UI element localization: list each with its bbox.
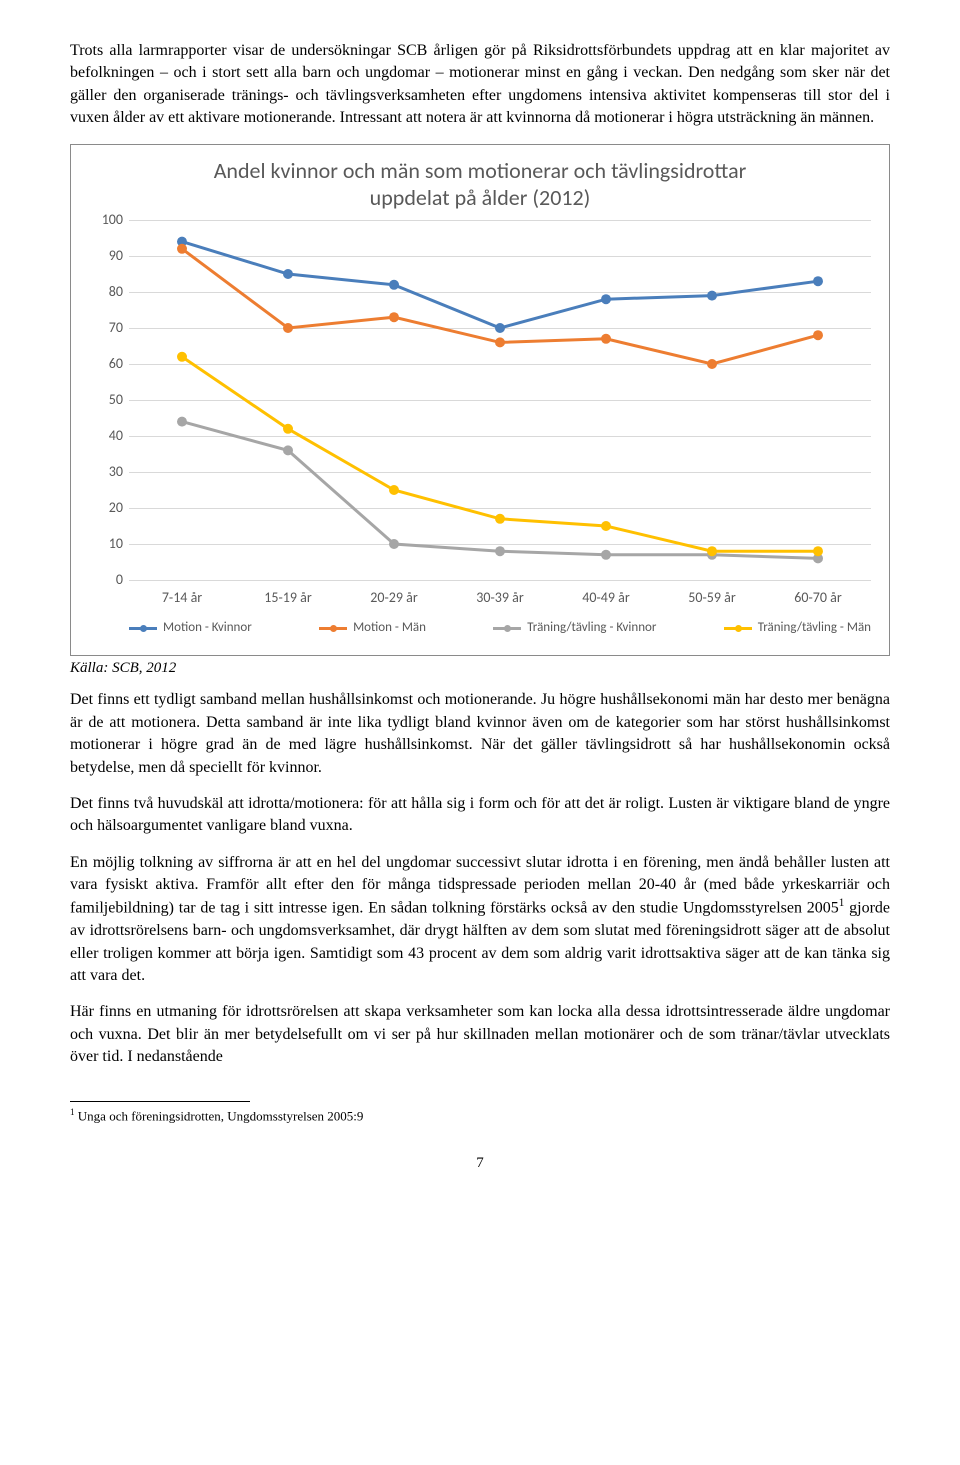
chart-series-marker [707, 290, 717, 300]
chart-series-marker [177, 243, 187, 253]
chart-series-marker [813, 546, 823, 556]
chart-svg [129, 220, 871, 580]
chart-legend-label: Träning/tävling - Män [758, 619, 871, 637]
chart-ytick-label: 90 [91, 246, 123, 266]
chart-legend-label: Träning/tävling - Kvinnor [527, 619, 656, 637]
chart-series-marker [813, 330, 823, 340]
paragraph-2: Det finns ett tydligt samband mellan hus… [70, 689, 890, 779]
footnote-separator [70, 1101, 250, 1102]
paragraph-5: Här finns en utmaning för idrottsrörelse… [70, 1001, 890, 1068]
chart-series-marker [601, 549, 611, 559]
chart-legend-swatch [724, 623, 752, 633]
chart-series-marker [283, 323, 293, 333]
chart-legend-item: Motion - Kvinnor [129, 619, 252, 637]
chart-series-line [182, 421, 818, 558]
chart-series-line [182, 241, 818, 327]
chart-ytick-label: 80 [91, 282, 123, 302]
chart-legend-label: Motion - Kvinnor [163, 619, 252, 637]
page-number: 7 [70, 1153, 890, 1174]
chart-series-marker [389, 539, 399, 549]
chart-series-marker [283, 423, 293, 433]
chart-series-marker [707, 546, 717, 556]
chart-series-marker [283, 269, 293, 279]
chart-ytick-label: 50 [91, 390, 123, 410]
chart-xtick-label: 7-14 år [129, 588, 235, 608]
chart-series-marker [177, 351, 187, 361]
chart-gridline [129, 580, 871, 581]
chart-title: Andel kvinnor och män som motionerar och… [89, 157, 871, 212]
chart-title-line2: uppdelat på ålder (2012) [370, 184, 591, 211]
chart-ytick-label: 10 [91, 534, 123, 554]
chart-ytick-label: 70 [91, 318, 123, 338]
chart-xtick-label: 15-19 år [235, 588, 341, 608]
chart-legend: Motion - Kvinnor Motion - Män Träning/tävl… [129, 619, 871, 637]
paragraph-4a: En möjlig tolkning av siffrorna är att e… [70, 854, 890, 917]
chart-series-marker [389, 485, 399, 495]
chart-series-marker [389, 279, 399, 289]
paragraph-4: En möjlig tolkning av siffrorna är att e… [70, 852, 890, 988]
footnote-1: 1 Unga och föreningsidrotten, Ungdomssty… [70, 1106, 890, 1126]
chart-series-marker [495, 546, 505, 556]
chart-legend-item: Träning/tävling - Kvinnor [493, 619, 656, 637]
chart-ytick-label: 20 [91, 498, 123, 518]
chart-series-marker [495, 513, 505, 523]
chart-ytick-label: 0 [91, 570, 123, 590]
chart-legend-swatch [129, 623, 157, 633]
paragraph-3: Det finns två huvudskäl att idrotta/moti… [70, 793, 890, 838]
chart-legend-swatch [493, 623, 521, 633]
chart-series-marker [601, 521, 611, 531]
chart-xtick-label: 50-59 år [659, 588, 765, 608]
chart-series-marker [601, 294, 611, 304]
chart-series-marker [601, 333, 611, 343]
chart-source: Källa: SCB, 2012 [70, 658, 890, 679]
chart-series-marker [389, 312, 399, 322]
chart-ytick-label: 30 [91, 462, 123, 482]
chart-xtick-label: 30-39 år [447, 588, 553, 608]
chart-series-marker [707, 359, 717, 369]
chart-series-marker [495, 323, 505, 333]
chart-ytick-label: 40 [91, 426, 123, 446]
chart-series-marker [813, 276, 823, 286]
chart-xtick-label: 20-29 år [341, 588, 447, 608]
chart-series-marker [283, 445, 293, 455]
chart-legend-label: Motion - Män [353, 619, 426, 637]
chart-legend-item: Motion - Män [319, 619, 426, 637]
chart-x-axis: 7-14 år15-19 år20-29 år30-39 år40-49 år5… [129, 588, 871, 608]
chart-ytick-label: 60 [91, 354, 123, 374]
chart-series-marker [495, 337, 505, 347]
footnote-text: Unga och föreningsidrotten, Ungdomsstyre… [75, 1108, 364, 1123]
chart-series-marker [177, 416, 187, 426]
chart-legend-swatch [319, 623, 347, 633]
chart-xtick-label: 40-49 år [553, 588, 659, 608]
chart-container: Andel kvinnor och män som motionerar och… [70, 144, 890, 657]
chart-legend-item: Träning/tävling - Män [724, 619, 871, 637]
chart-ytick-label: 100 [91, 210, 123, 230]
paragraph-1: Trots alla larmrapporter visar de unders… [70, 40, 890, 130]
chart-xtick-label: 60-70 år [765, 588, 871, 608]
chart-plot-area: 0102030405060708090100 [129, 220, 871, 580]
chart-title-line1: Andel kvinnor och män som motionerar och… [214, 157, 747, 184]
